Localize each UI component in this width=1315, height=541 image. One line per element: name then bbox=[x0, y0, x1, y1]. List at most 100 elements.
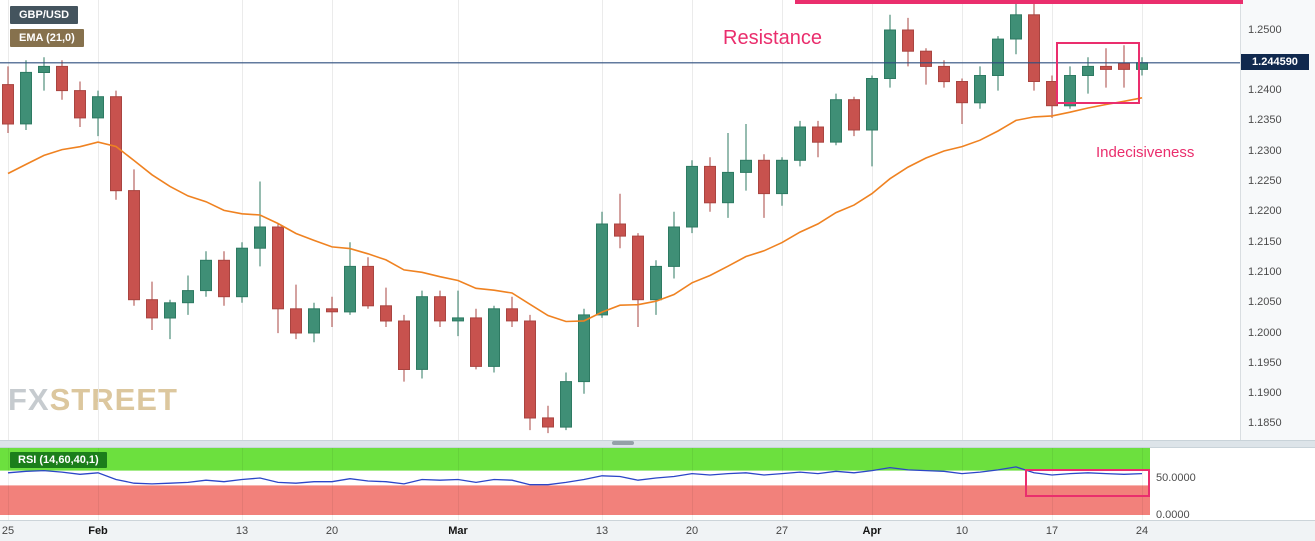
candlestick-chart[interactable] bbox=[0, 0, 1240, 440]
candle bbox=[236, 242, 248, 303]
date-tick-label: 10 bbox=[955, 525, 969, 537]
candle bbox=[110, 90, 122, 200]
rsi-line bbox=[7, 466, 1143, 486]
candle bbox=[272, 224, 284, 334]
time-axis[interactable]: 25 Feb 13 20 Mar 13 20 27 Apr 10 17 24 bbox=[0, 520, 1315, 541]
price-tick-label: 1.1850 bbox=[1248, 417, 1282, 429]
candle bbox=[1028, 2, 1040, 91]
candle bbox=[560, 372, 572, 431]
candle bbox=[218, 251, 230, 306]
candle bbox=[20, 60, 32, 130]
candle bbox=[416, 290, 428, 379]
candle bbox=[1064, 66, 1076, 109]
candle bbox=[344, 242, 356, 315]
candle bbox=[398, 314, 410, 382]
consolidation-box bbox=[1056, 42, 1140, 104]
candle bbox=[794, 120, 806, 167]
price-tick-label: 1.2400 bbox=[1248, 84, 1282, 96]
candle bbox=[578, 308, 590, 394]
candle bbox=[866, 75, 878, 167]
candle bbox=[362, 257, 374, 309]
candle bbox=[956, 78, 968, 124]
candle bbox=[452, 290, 464, 337]
candle bbox=[434, 290, 446, 327]
price-tick-label: 1.2350 bbox=[1248, 114, 1282, 126]
price-tick-label: 1.2200 bbox=[1248, 205, 1282, 217]
candle bbox=[704, 157, 716, 212]
symbol-legend[interactable]: GBP/USD bbox=[10, 6, 79, 24]
date-tick-label: 27 bbox=[775, 525, 789, 537]
price-tick-label: 1.2100 bbox=[1248, 266, 1282, 278]
scrollbar-thumb[interactable] bbox=[612, 441, 634, 445]
candle bbox=[542, 405, 554, 434]
indecisiveness-annotation: Indecisiveness bbox=[1096, 144, 1195, 161]
watermark-fx: FX bbox=[8, 382, 50, 417]
candle bbox=[470, 308, 482, 370]
candle bbox=[722, 133, 734, 218]
date-tick-label: 17 bbox=[1045, 525, 1059, 537]
candle bbox=[776, 157, 788, 206]
price-tick-label: 1.2500 bbox=[1248, 24, 1282, 36]
price-axis[interactable]: 1.25001.24501.24001.23501.23001.22501.22… bbox=[1240, 0, 1315, 440]
candle bbox=[74, 81, 86, 127]
candle bbox=[2, 66, 14, 133]
price-tick-label: 1.2000 bbox=[1248, 327, 1282, 339]
candle bbox=[200, 251, 212, 297]
ema-legend[interactable]: EMA (21,0) bbox=[10, 29, 84, 47]
candle bbox=[92, 90, 104, 137]
rsi-tick-label: 50.0000 bbox=[1156, 472, 1196, 484]
candle bbox=[128, 169, 140, 306]
date-tick-label: 24 bbox=[1135, 525, 1149, 537]
rsi-legend[interactable]: RSI (14,60,40,1) bbox=[10, 452, 107, 468]
price-tick-label: 1.2150 bbox=[1248, 236, 1282, 248]
resistance-annotation: Resistance bbox=[723, 27, 822, 49]
candle bbox=[182, 275, 194, 315]
date-tick-label: 20 bbox=[325, 525, 339, 537]
candle bbox=[308, 302, 320, 343]
date-tick-label: Apr bbox=[862, 525, 882, 537]
candle bbox=[290, 284, 302, 340]
date-tick-label: 13 bbox=[595, 525, 609, 537]
date-tick-label: Mar bbox=[448, 525, 468, 537]
candle bbox=[488, 305, 500, 373]
ema-line bbox=[7, 97, 1143, 323]
date-tick-label: 20 bbox=[685, 525, 699, 537]
candle bbox=[686, 160, 698, 234]
candle bbox=[884, 14, 896, 88]
candle bbox=[758, 154, 770, 218]
candle bbox=[596, 211, 608, 318]
candle bbox=[740, 124, 752, 191]
price-tick-label: 1.2050 bbox=[1248, 296, 1282, 308]
rsi-tick-label: 0.0000 bbox=[1156, 509, 1190, 521]
candle bbox=[650, 260, 662, 315]
candle bbox=[938, 60, 950, 88]
fxstreet-watermark: FXSTREET bbox=[8, 382, 178, 418]
candle bbox=[830, 93, 842, 146]
price-tick-label: 1.1900 bbox=[1248, 387, 1282, 399]
candle bbox=[326, 296, 338, 327]
price-tick-label: 1.2300 bbox=[1248, 145, 1282, 157]
candle bbox=[380, 287, 392, 327]
price-tick-label: 1.2250 bbox=[1248, 175, 1282, 187]
candle bbox=[848, 96, 860, 137]
candle bbox=[524, 314, 536, 431]
resistance-zone-box bbox=[795, 0, 1243, 4]
candle bbox=[668, 211, 680, 279]
candle bbox=[56, 60, 68, 100]
panel-separator bbox=[0, 440, 1315, 448]
candle bbox=[1010, 0, 1022, 55]
date-tick-label: 13 bbox=[235, 525, 249, 537]
date-tick-label: 25 bbox=[1, 525, 15, 537]
candle bbox=[1100, 48, 1112, 88]
candle bbox=[254, 181, 266, 267]
candle bbox=[812, 120, 824, 158]
candle bbox=[974, 66, 986, 109]
date-tick-label: Feb bbox=[88, 525, 108, 537]
rsi-chart[interactable] bbox=[0, 448, 1160, 520]
current-price-label: 1.244590 bbox=[1241, 54, 1309, 70]
candle bbox=[902, 17, 914, 67]
candle bbox=[632, 233, 644, 327]
rsi-overbought-zone bbox=[0, 448, 1150, 471]
candle bbox=[146, 281, 158, 330]
